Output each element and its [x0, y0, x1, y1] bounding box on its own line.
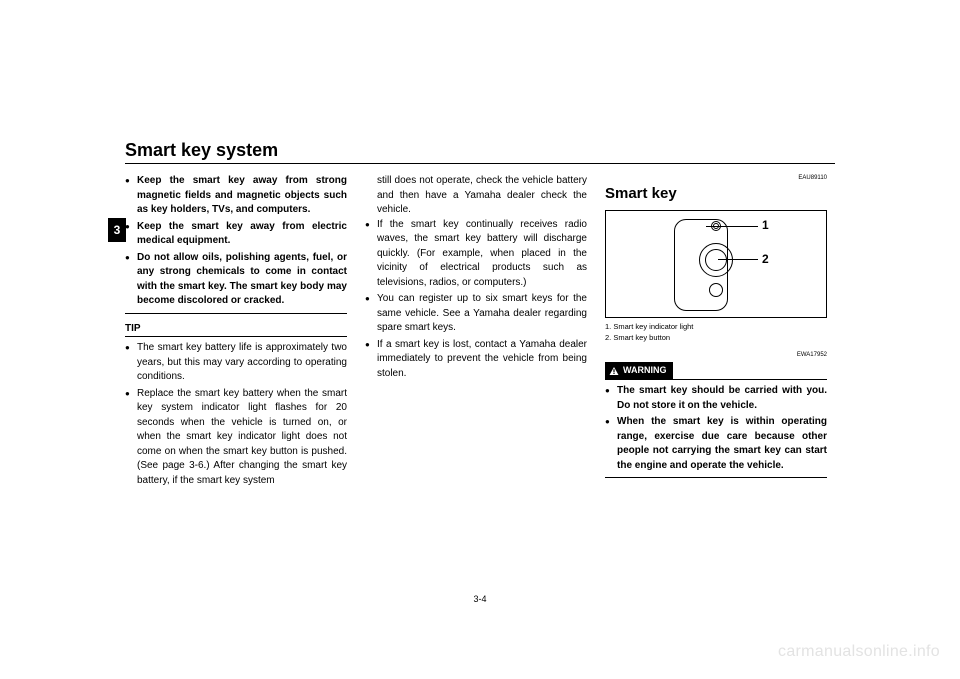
list-item: Keep the smart key away from strong magn… — [125, 174, 347, 218]
leader-line — [706, 226, 758, 227]
list-item: If a smart key is lost, contact a Yamaha… — [365, 338, 587, 382]
tip-list-cont: If the smart key continually receives ra… — [365, 218, 587, 382]
leader-line — [718, 259, 758, 260]
warning-triangle-icon — [609, 366, 619, 376]
figure-label-2: 2 — [762, 251, 769, 268]
list-item: Keep the smart key away from electric me… — [125, 220, 347, 249]
figure-caption: 1. Smart key indicator light 2. Smart ke… — [605, 322, 827, 343]
warning-list: The smart key should be carried with you… — [605, 384, 827, 473]
continued-text: still does not operate, check the vehicl… — [365, 174, 587, 218]
columns: Keep the smart key away from strong magn… — [125, 174, 835, 490]
column-1: Keep the smart key away from strong magn… — [125, 174, 347, 490]
column-2: still does not operate, check the vehicl… — [365, 174, 587, 490]
doc-code: EAU89110 — [605, 174, 827, 183]
page-number: 3-4 — [473, 594, 486, 604]
doc-code: EWA17952 — [605, 351, 827, 360]
list-item: The smart key should be carried with you… — [605, 384, 827, 413]
warning-heading: WARNING — [605, 362, 827, 380]
figure-label-1: 1 — [762, 217, 769, 234]
warning-badge: WARNING — [605, 362, 673, 379]
list-item: You can register up to six smart keys fo… — [365, 292, 587, 336]
section-tab: 3 — [108, 218, 126, 242]
column-3: EAU89110 Smart key 1 2 1. Smart key indi… — [605, 174, 827, 490]
section-heading: Smart key — [605, 183, 827, 205]
warning-label: WARNING — [623, 364, 667, 377]
caption-line: 2. Smart key button — [605, 333, 827, 344]
list-item: Replace the smart key battery when the s… — [125, 387, 347, 489]
notice-list: Keep the smart key away from strong magn… — [125, 174, 347, 309]
watermark: carmanualsonline.info — [778, 643, 940, 661]
page-title: Smart key system — [125, 140, 835, 164]
page-content: Smart key system Keep the smart key away… — [125, 140, 835, 610]
tip-heading: TIP — [125, 322, 347, 338]
list-item: When the smart key is within operating r… — [605, 415, 827, 473]
rule — [605, 477, 827, 478]
tip-label: TIP — [125, 322, 141, 337]
list-item: The smart key battery life is approximat… — [125, 341, 347, 385]
caption-line: 1. Smart key indicator light — [605, 322, 827, 333]
list-item: Do not allow oils, polishing agents, fue… — [125, 251, 347, 309]
smart-key-figure: 1 2 — [605, 210, 827, 318]
tip-list: The smart key battery life is approximat… — [125, 341, 347, 488]
rule — [125, 313, 347, 314]
list-item: If the smart key continually receives ra… — [365, 218, 587, 291]
key-logo-icon — [709, 283, 723, 297]
key-button-inner-icon — [705, 249, 727, 271]
